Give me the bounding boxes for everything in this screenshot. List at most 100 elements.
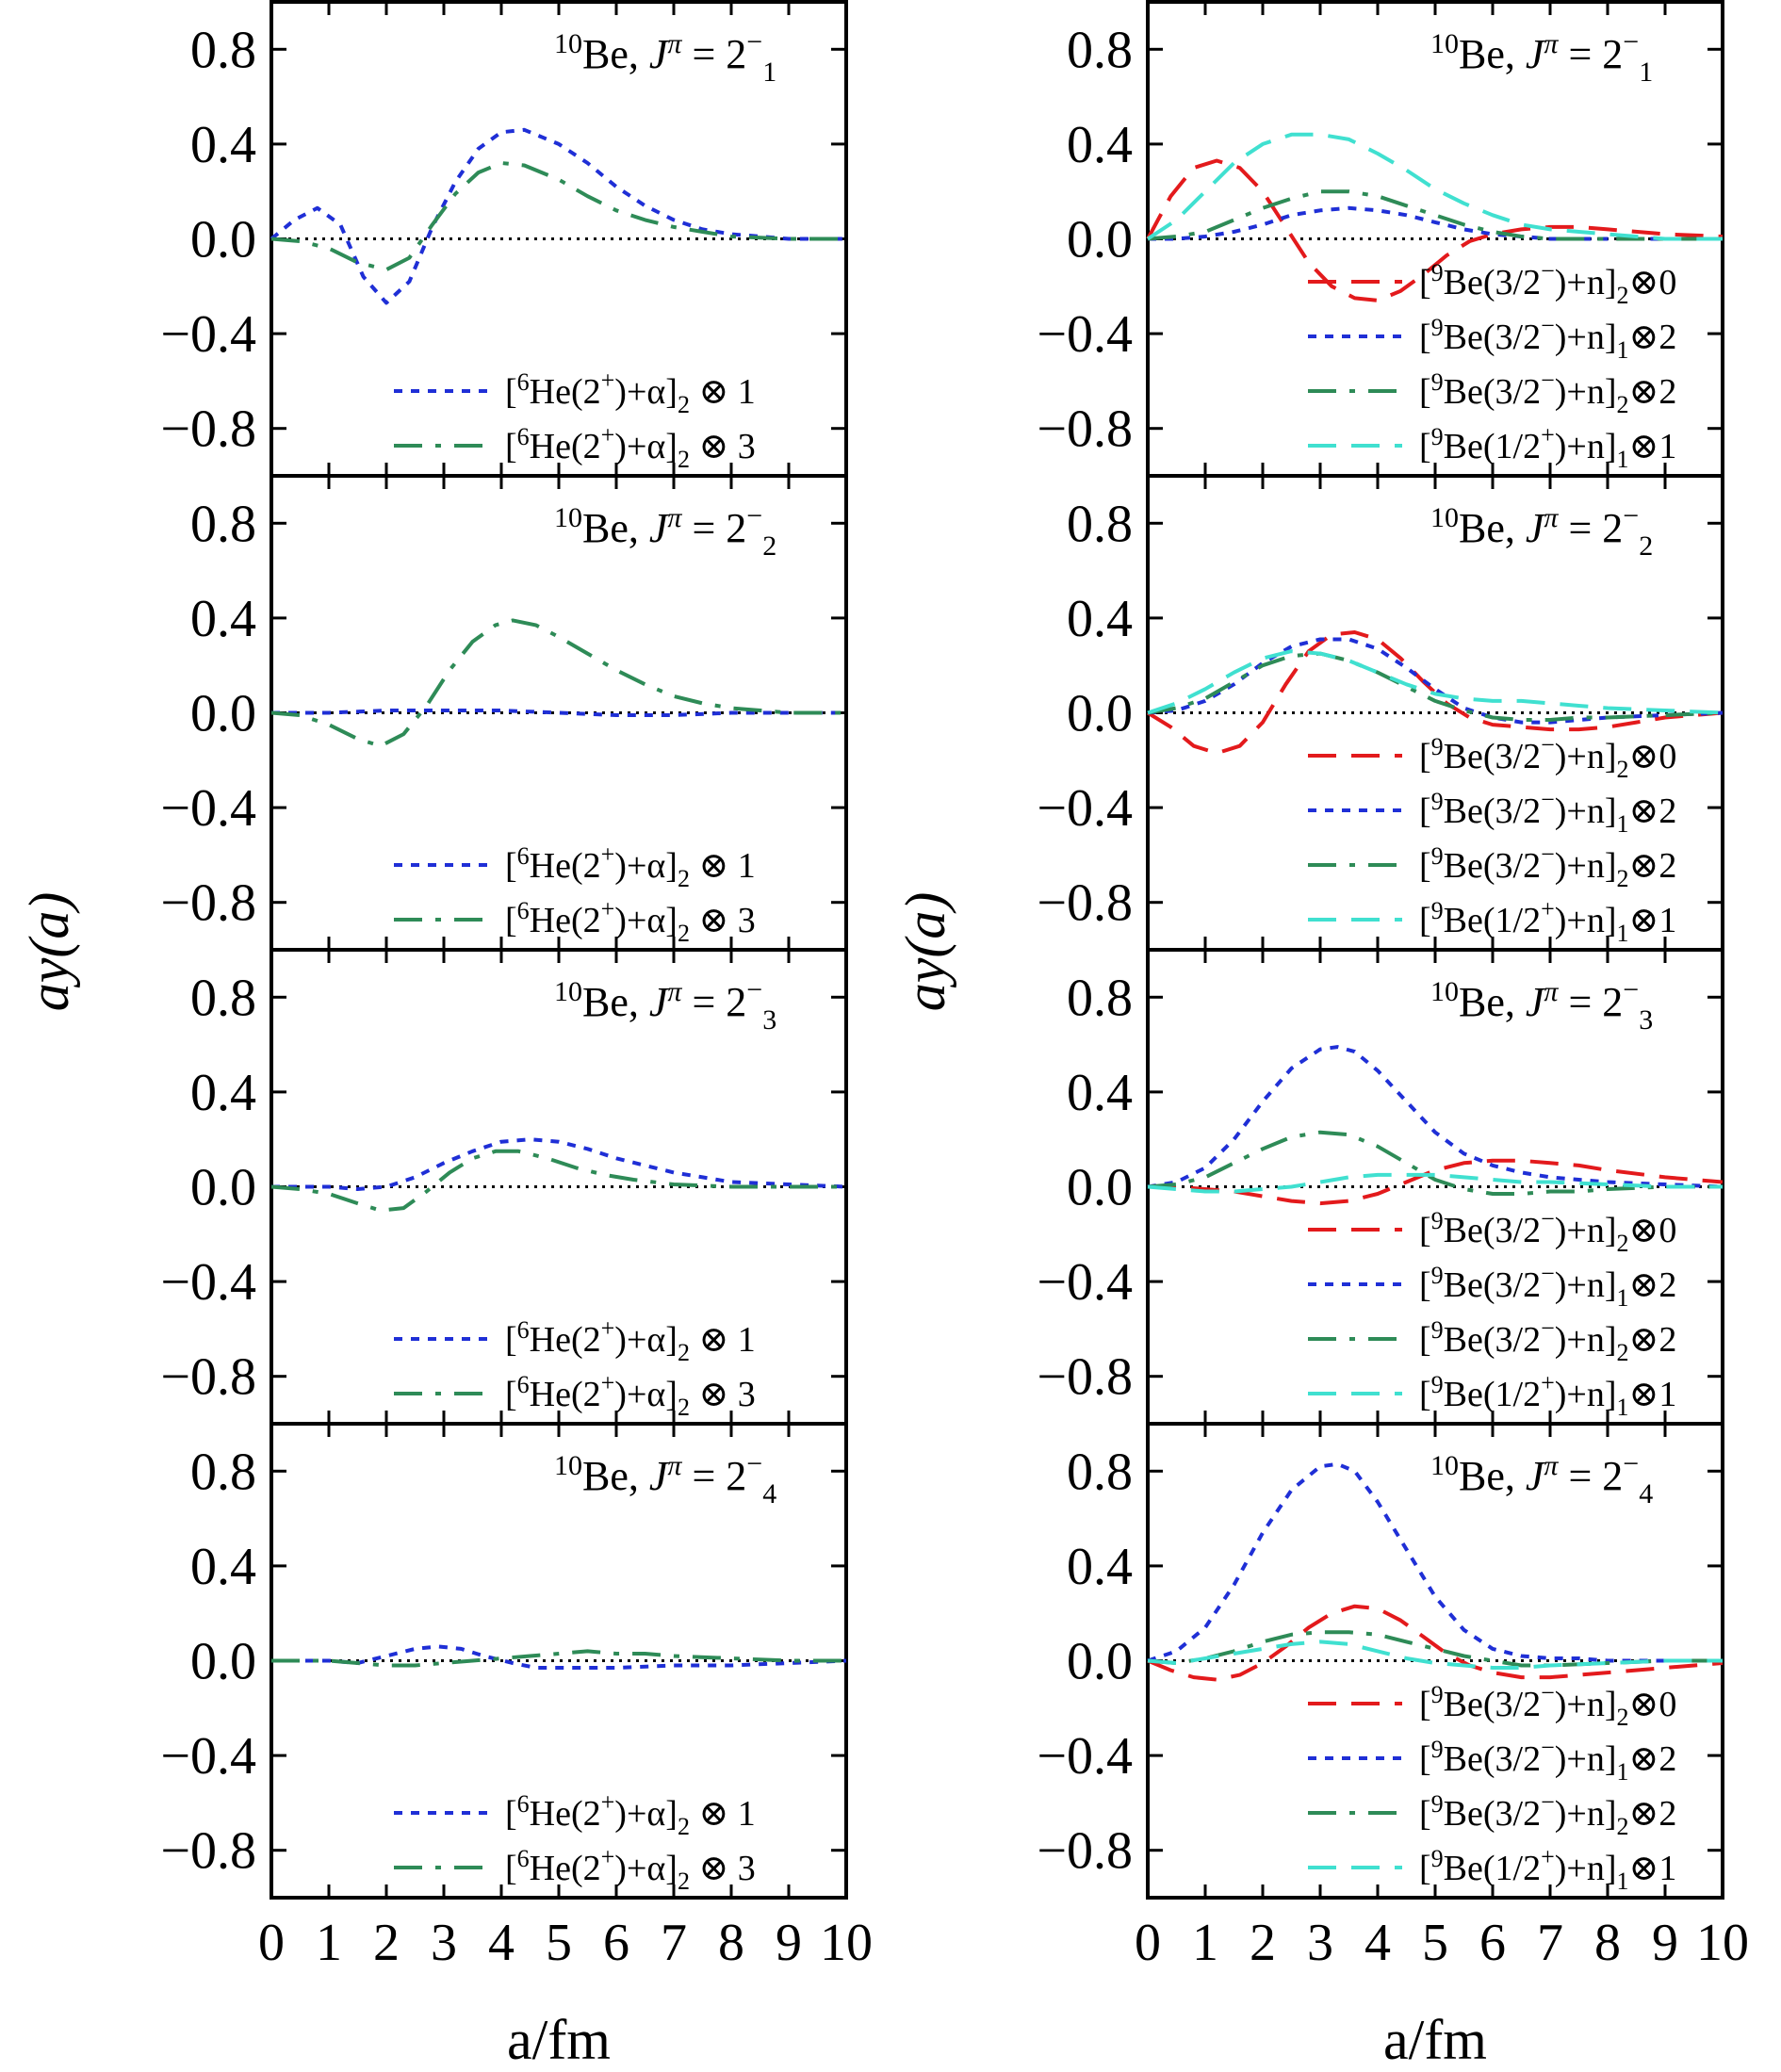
series-line-green (270, 1149, 846, 1213)
y-tick-label: −0.8 (160, 1348, 256, 1407)
legend-label: [9Be(3/2−)+n]1⊗2 (1419, 786, 1676, 838)
legend-label: [9Be(1/2+)+n]1⊗1 (1419, 895, 1676, 947)
x-tick-label: 1 (316, 1914, 342, 1972)
series-line-cyan (1147, 1640, 1723, 1670)
series-line-cyan (1147, 1172, 1723, 1194)
x-tick-label: 4 (1364, 1914, 1391, 1972)
x-tick-label: 7 (1537, 1914, 1563, 1972)
y-tick-label: 0.0 (1067, 1633, 1133, 1691)
y-tick-label: −0.8 (1037, 1822, 1133, 1881)
legend-label: [9Be(3/2−)+n]1⊗2 (1419, 1260, 1676, 1312)
series-line-blue (1148, 205, 1723, 241)
y-tick-label: 0.4 (1067, 1538, 1133, 1596)
series-line-blue (271, 1137, 847, 1191)
legend-label: [6He(2+)+α]2 ⊗ 3 (505, 895, 756, 947)
y-tick-label: 0.4 (1067, 590, 1133, 648)
legend-label: [9Be(3/2−)+n]2⊗2 (1419, 367, 1676, 418)
series-line-red (1146, 630, 1724, 756)
y-tick-label: 0.8 (190, 1443, 256, 1501)
series-line-green (1147, 189, 1723, 241)
y-tick-label: −0.4 (1037, 779, 1133, 838)
series-line-green (1147, 651, 1724, 722)
legend-label: [6He(2+)+α]2 ⊗ 1 (505, 1788, 756, 1840)
legend-label: [9Be(3/2−)+n]2⊗2 (1419, 1314, 1676, 1366)
series-line-red (1148, 1158, 1724, 1206)
legend-label: [6He(2+)+α]2 ⊗ 1 (505, 367, 756, 418)
legend-label: [9Be(3/2−)+n]2⊗0 (1419, 731, 1676, 783)
series-line-red (1146, 158, 1724, 302)
legend-label: [9Be(3/2−)+n]1⊗2 (1419, 312, 1676, 364)
y-tick-label: −0.4 (160, 1727, 256, 1786)
x-tick-label: 10 (820, 1914, 873, 1972)
y-tick-label: 0.0 (1067, 1159, 1133, 1217)
x-tick-label: 8 (1594, 1914, 1621, 1972)
y-tick-label: 0.8 (1067, 21, 1133, 79)
panel-title: 10Be, Jπ = 2−3 (554, 974, 776, 1036)
x-tick-label: 2 (1250, 1914, 1276, 1972)
x-tick-label: 6 (1479, 1914, 1506, 1972)
y-axis-title-left: ay(a) (18, 892, 80, 1012)
panel-left-3: 0.8 0.4 0.0 −0.4 −0.8 10Be, Jπ = 2−3 [6He(2+)+… (160, 948, 848, 1426)
y-tick-label: 0.8 (1067, 495, 1133, 553)
series-line-green (1147, 1630, 1723, 1668)
legend-label: [9Be(1/2+)+n]1⊗1 (1419, 1843, 1676, 1895)
y-tick-label: −0.8 (1037, 874, 1133, 933)
panel-left-4: 0 1 2 3 4 5 6 7 8 9 10 0.8 0.4 0.0 −0.4 −0.8 10Be, Jπ = … (160, 1422, 873, 1972)
y-tick-label: −0.4 (160, 779, 256, 838)
panel-title: 10Be, Jπ = 2−1 (554, 26, 776, 88)
y-tick-label: −0.8 (160, 874, 256, 933)
y-tick-label: 0.8 (1067, 1443, 1133, 1501)
panel-right-1: 0.8 0.4 0.0 −0.4 −0.8 10Be, Jπ = 2−1 [9Be(3/2−… (1037, 0, 1724, 478)
y-tick-label: 0.4 (190, 116, 256, 174)
y-tick-label: −0.8 (160, 1822, 256, 1881)
y-tick-label: −0.8 (1037, 400, 1133, 459)
panel-right-2: 0.8 0.4 0.0 −0.4 −0.8 10Be, Jπ = 2−2 [9Be(3/2−… (1037, 474, 1724, 952)
legend-label: [9Be(3/2−)+n]2⊗0 (1419, 1679, 1676, 1731)
legend-label: [6He(2+)+α]2 ⊗ 1 (505, 840, 756, 892)
y-tick-label: −0.4 (160, 1253, 256, 1312)
y-tick-label: 0.4 (190, 590, 256, 648)
x-tick-label: 6 (603, 1914, 629, 1972)
y-tick-label: 0.4 (1067, 1064, 1133, 1122)
y-tick-label: 0.8 (190, 495, 256, 553)
panel-left-1: 0.8 0.4 0.0 −0.4 −0.8 10Be, Jπ = 2−1 [6He(2+)+… (160, 0, 848, 478)
series-line-cyan (1147, 649, 1724, 715)
y-tick-label: 0.4 (1067, 116, 1133, 174)
series-line-blue (1147, 1045, 1724, 1189)
series-line-green (270, 618, 846, 748)
series-line-cyan (1146, 132, 1723, 241)
series-line-blue (271, 709, 846, 717)
panel-right-3: 0.8 0.4 0.0 −0.4 −0.8 10Be, Jπ = 2−3 [9Be(3/2−… (1037, 948, 1724, 1426)
y-tick-label: 0.0 (190, 685, 256, 743)
x-tick-label: 5 (1422, 1914, 1448, 1972)
y-tick-label: −0.8 (1037, 1348, 1133, 1407)
x-tick-label: 9 (1652, 1914, 1678, 1972)
legend-label: [9Be(1/2+)+n]1⊗1 (1419, 421, 1676, 473)
legend-label: [9Be(3/2−)+n]2⊗0 (1419, 257, 1676, 309)
x-tick-label: 1 (1192, 1914, 1218, 1972)
panel-title: 10Be, Jπ = 2−4 (1430, 1448, 1653, 1509)
series-line-blue (1147, 1461, 1723, 1663)
y-tick-label: −0.8 (160, 400, 256, 459)
x-tick-label: 3 (431, 1914, 457, 1972)
series-line-red (1147, 1604, 1724, 1682)
legend-label: [9Be(3/2−)+n]2⊗2 (1419, 840, 1676, 892)
legend-label: [9Be(1/2+)+n]1⊗1 (1419, 1369, 1676, 1421)
y-tick-label: 0.0 (1067, 685, 1133, 743)
legend-label: [6He(2+)+α]2 ⊗ 3 (505, 1369, 756, 1421)
x-tick-label: 10 (1696, 1914, 1749, 1972)
legend-label: [9Be(3/2−)+n]2⊗2 (1419, 1788, 1676, 1840)
y-tick-label: 0.8 (190, 21, 256, 79)
legend-label: [6He(2+)+α]2 ⊗ 3 (505, 421, 756, 473)
panel-title: 10Be, Jπ = 2−1 (1430, 26, 1653, 88)
y-tick-label: 0.8 (1067, 969, 1133, 1027)
panel-right-4: 0 1 2 3 4 5 6 7 8 9 10 0.8 0.4 0.0 −0.4 −0.8 10Be, Jπ = … (1037, 1422, 1749, 1972)
x-tick-label: 0 (1135, 1914, 1161, 1972)
y-tick-label: 0.0 (1067, 211, 1133, 269)
y-tick-label: −0.4 (1037, 1727, 1133, 1786)
y-tick-label: 0.0 (190, 1633, 256, 1691)
legend-label: [9Be(3/2−)+n]1⊗2 (1419, 1734, 1676, 1786)
y-tick-label: −0.4 (1037, 1253, 1133, 1312)
panel-title: 10Be, Jπ = 2−2 (554, 500, 776, 562)
